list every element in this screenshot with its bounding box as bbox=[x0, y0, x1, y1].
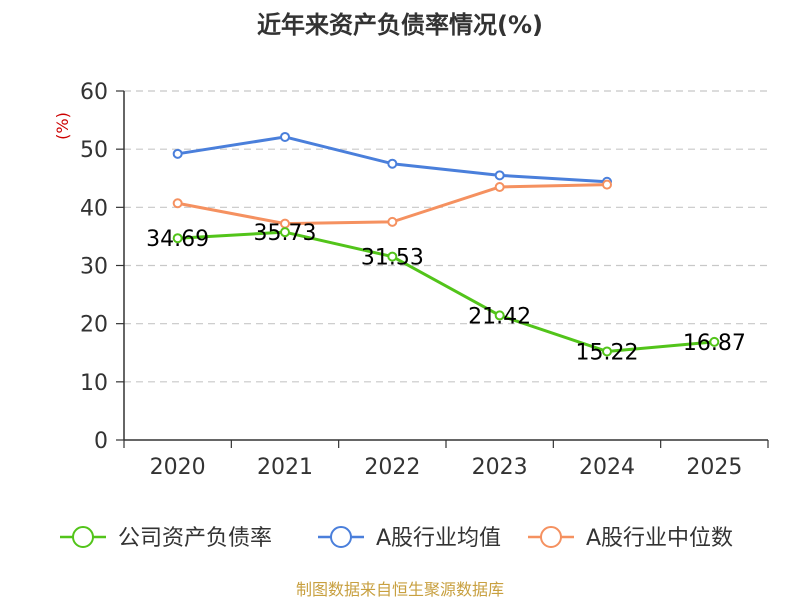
x-tick-label: 2024 bbox=[579, 455, 635, 480]
legend-item[interactable]: 公司资产负债率 bbox=[60, 526, 272, 551]
series-2 bbox=[172, 179, 612, 229]
data-point[interactable] bbox=[387, 216, 398, 227]
data-labels: 34.69 35.73 31.53 21.42 15.22 16.87 bbox=[146, 221, 746, 365]
y-tick-label: 30 bbox=[80, 255, 108, 280]
series-line bbox=[176, 230, 716, 353]
data-label: 35.73 bbox=[254, 221, 317, 246]
y-tick-label: 0 bbox=[94, 429, 108, 454]
data-label: 16.87 bbox=[683, 331, 746, 356]
y-tick-label: 60 bbox=[80, 80, 108, 105]
legend[interactable]: 公司资产负债率 A股行业均值 A股行业中位数 bbox=[60, 526, 733, 551]
data-label: 21.42 bbox=[468, 304, 531, 329]
data-point[interactable] bbox=[387, 251, 398, 262]
series-1 bbox=[172, 131, 612, 187]
x-tick-label: 2022 bbox=[364, 455, 420, 480]
data-point[interactable] bbox=[280, 131, 290, 142]
data-point[interactable] bbox=[172, 198, 183, 209]
data-point[interactable] bbox=[602, 179, 612, 190]
legend-item[interactable]: A股行业中位数 bbox=[528, 526, 733, 551]
data-point[interactable] bbox=[494, 170, 505, 181]
data-point[interactable] bbox=[280, 227, 290, 238]
data-point[interactable] bbox=[172, 233, 183, 244]
legend-label: 公司资产负债率 bbox=[118, 526, 272, 551]
data-point[interactable] bbox=[172, 148, 183, 159]
data-label: 34.69 bbox=[146, 227, 209, 252]
y-tick-label: 10 bbox=[80, 371, 108, 396]
data-point[interactable] bbox=[709, 336, 720, 347]
legend-marker bbox=[72, 526, 94, 548]
series-0 bbox=[172, 227, 720, 357]
x-tick-label: 2023 bbox=[472, 455, 528, 480]
legend-marker bbox=[330, 526, 352, 548]
source-note: 制图数据来自恒生聚源数据库 bbox=[296, 580, 504, 599]
x-tick-label: 2025 bbox=[686, 455, 742, 480]
y-axis-unit-label: (%) bbox=[53, 112, 72, 140]
y-tick-label: 40 bbox=[80, 196, 108, 221]
data-point[interactable] bbox=[387, 158, 398, 169]
x-tick-label: 2020 bbox=[150, 455, 206, 480]
series-lines bbox=[172, 131, 720, 357]
data-point[interactable] bbox=[494, 310, 505, 321]
legend-item[interactable]: A股行业均值 bbox=[318, 526, 501, 551]
data-point[interactable] bbox=[494, 181, 505, 192]
x-tick-label: 2021 bbox=[257, 455, 313, 480]
legend-marker bbox=[540, 526, 562, 548]
data-label: 31.53 bbox=[361, 246, 424, 271]
data-label: 15.22 bbox=[576, 340, 639, 365]
legend-label: A股行业中位数 bbox=[586, 526, 733, 551]
axes: 0 10 20 30 40 50 60 2020 2021 2022 2023 2024 2025 bbox=[80, 80, 769, 480]
legend-label: A股行业均值 bbox=[376, 526, 501, 551]
chart-title: 近年来资产负债率情况(%) bbox=[257, 11, 543, 39]
y-tick-label: 50 bbox=[80, 138, 108, 163]
y-tick-label: 20 bbox=[80, 313, 108, 338]
data-point[interactable] bbox=[602, 346, 612, 357]
